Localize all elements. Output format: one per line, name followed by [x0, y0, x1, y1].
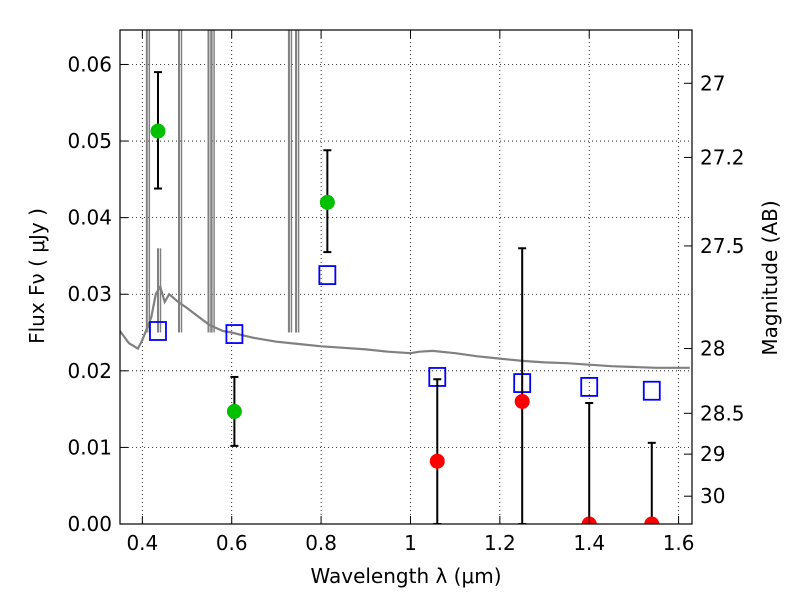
y-tick-label: 0.05 — [67, 129, 112, 153]
y2-tick-label: 28.5 — [700, 401, 745, 425]
grid-lines — [120, 30, 692, 525]
detection-point — [226, 403, 242, 419]
y-tick-label: 0.00 — [67, 512, 112, 536]
x-axis-title: Wavelength λ (μm) — [310, 564, 501, 588]
x-tick-label: 0.6 — [216, 531, 248, 555]
plot-data — [120, 30, 690, 524]
y2-tick-label: 27.2 — [700, 145, 745, 169]
y2-tick-label: 28 — [700, 337, 725, 361]
plot-frame — [119, 29, 693, 525]
y2-axis-title: Magnitude (AB) — [758, 200, 782, 355]
y-tick-label: 0.02 — [67, 359, 112, 383]
y-tick-label: 0.03 — [67, 282, 112, 306]
model-photometry-square — [225, 324, 244, 344]
model-photometry-square — [642, 380, 661, 401]
x-tick-label: 1 — [404, 531, 417, 555]
y-tick-label: 0.01 — [67, 435, 112, 459]
model-photometry-square — [318, 265, 337, 285]
y-axis-title: Flux Fν ( μJy ) — [25, 208, 49, 344]
model-photometry-square — [580, 377, 599, 397]
non-detection-point — [644, 516, 660, 524]
detection-point — [319, 194, 335, 210]
x-tick-label: 0.4 — [126, 531, 158, 555]
detection-point — [150, 123, 166, 139]
non-detection-point — [514, 393, 530, 409]
x-tick-label: 1.4 — [573, 531, 605, 555]
y-tick-label: 0.06 — [67, 52, 112, 76]
x-tick-label: 0.8 — [305, 531, 337, 555]
model-sed-line — [120, 283, 690, 369]
y2-tick-label: 27 — [700, 71, 725, 95]
y-tick-label: 0.04 — [67, 206, 112, 230]
non-detection-point — [429, 453, 445, 469]
y2-tick-label: 27.5 — [700, 234, 745, 258]
axis-ticks: 0.4 0.6 0.8 1 1.2 1.4 1.6 0.00 0.01 0.02 0.03 0.04 0… — [67, 30, 745, 555]
y2-tick-label: 29 — [700, 442, 725, 466]
x-tick-label: 1.6 — [663, 531, 695, 555]
x-tick-label: 1.2 — [484, 531, 516, 555]
model-photometry-square — [149, 321, 167, 341]
y2-tick-label: 30 — [700, 484, 725, 508]
